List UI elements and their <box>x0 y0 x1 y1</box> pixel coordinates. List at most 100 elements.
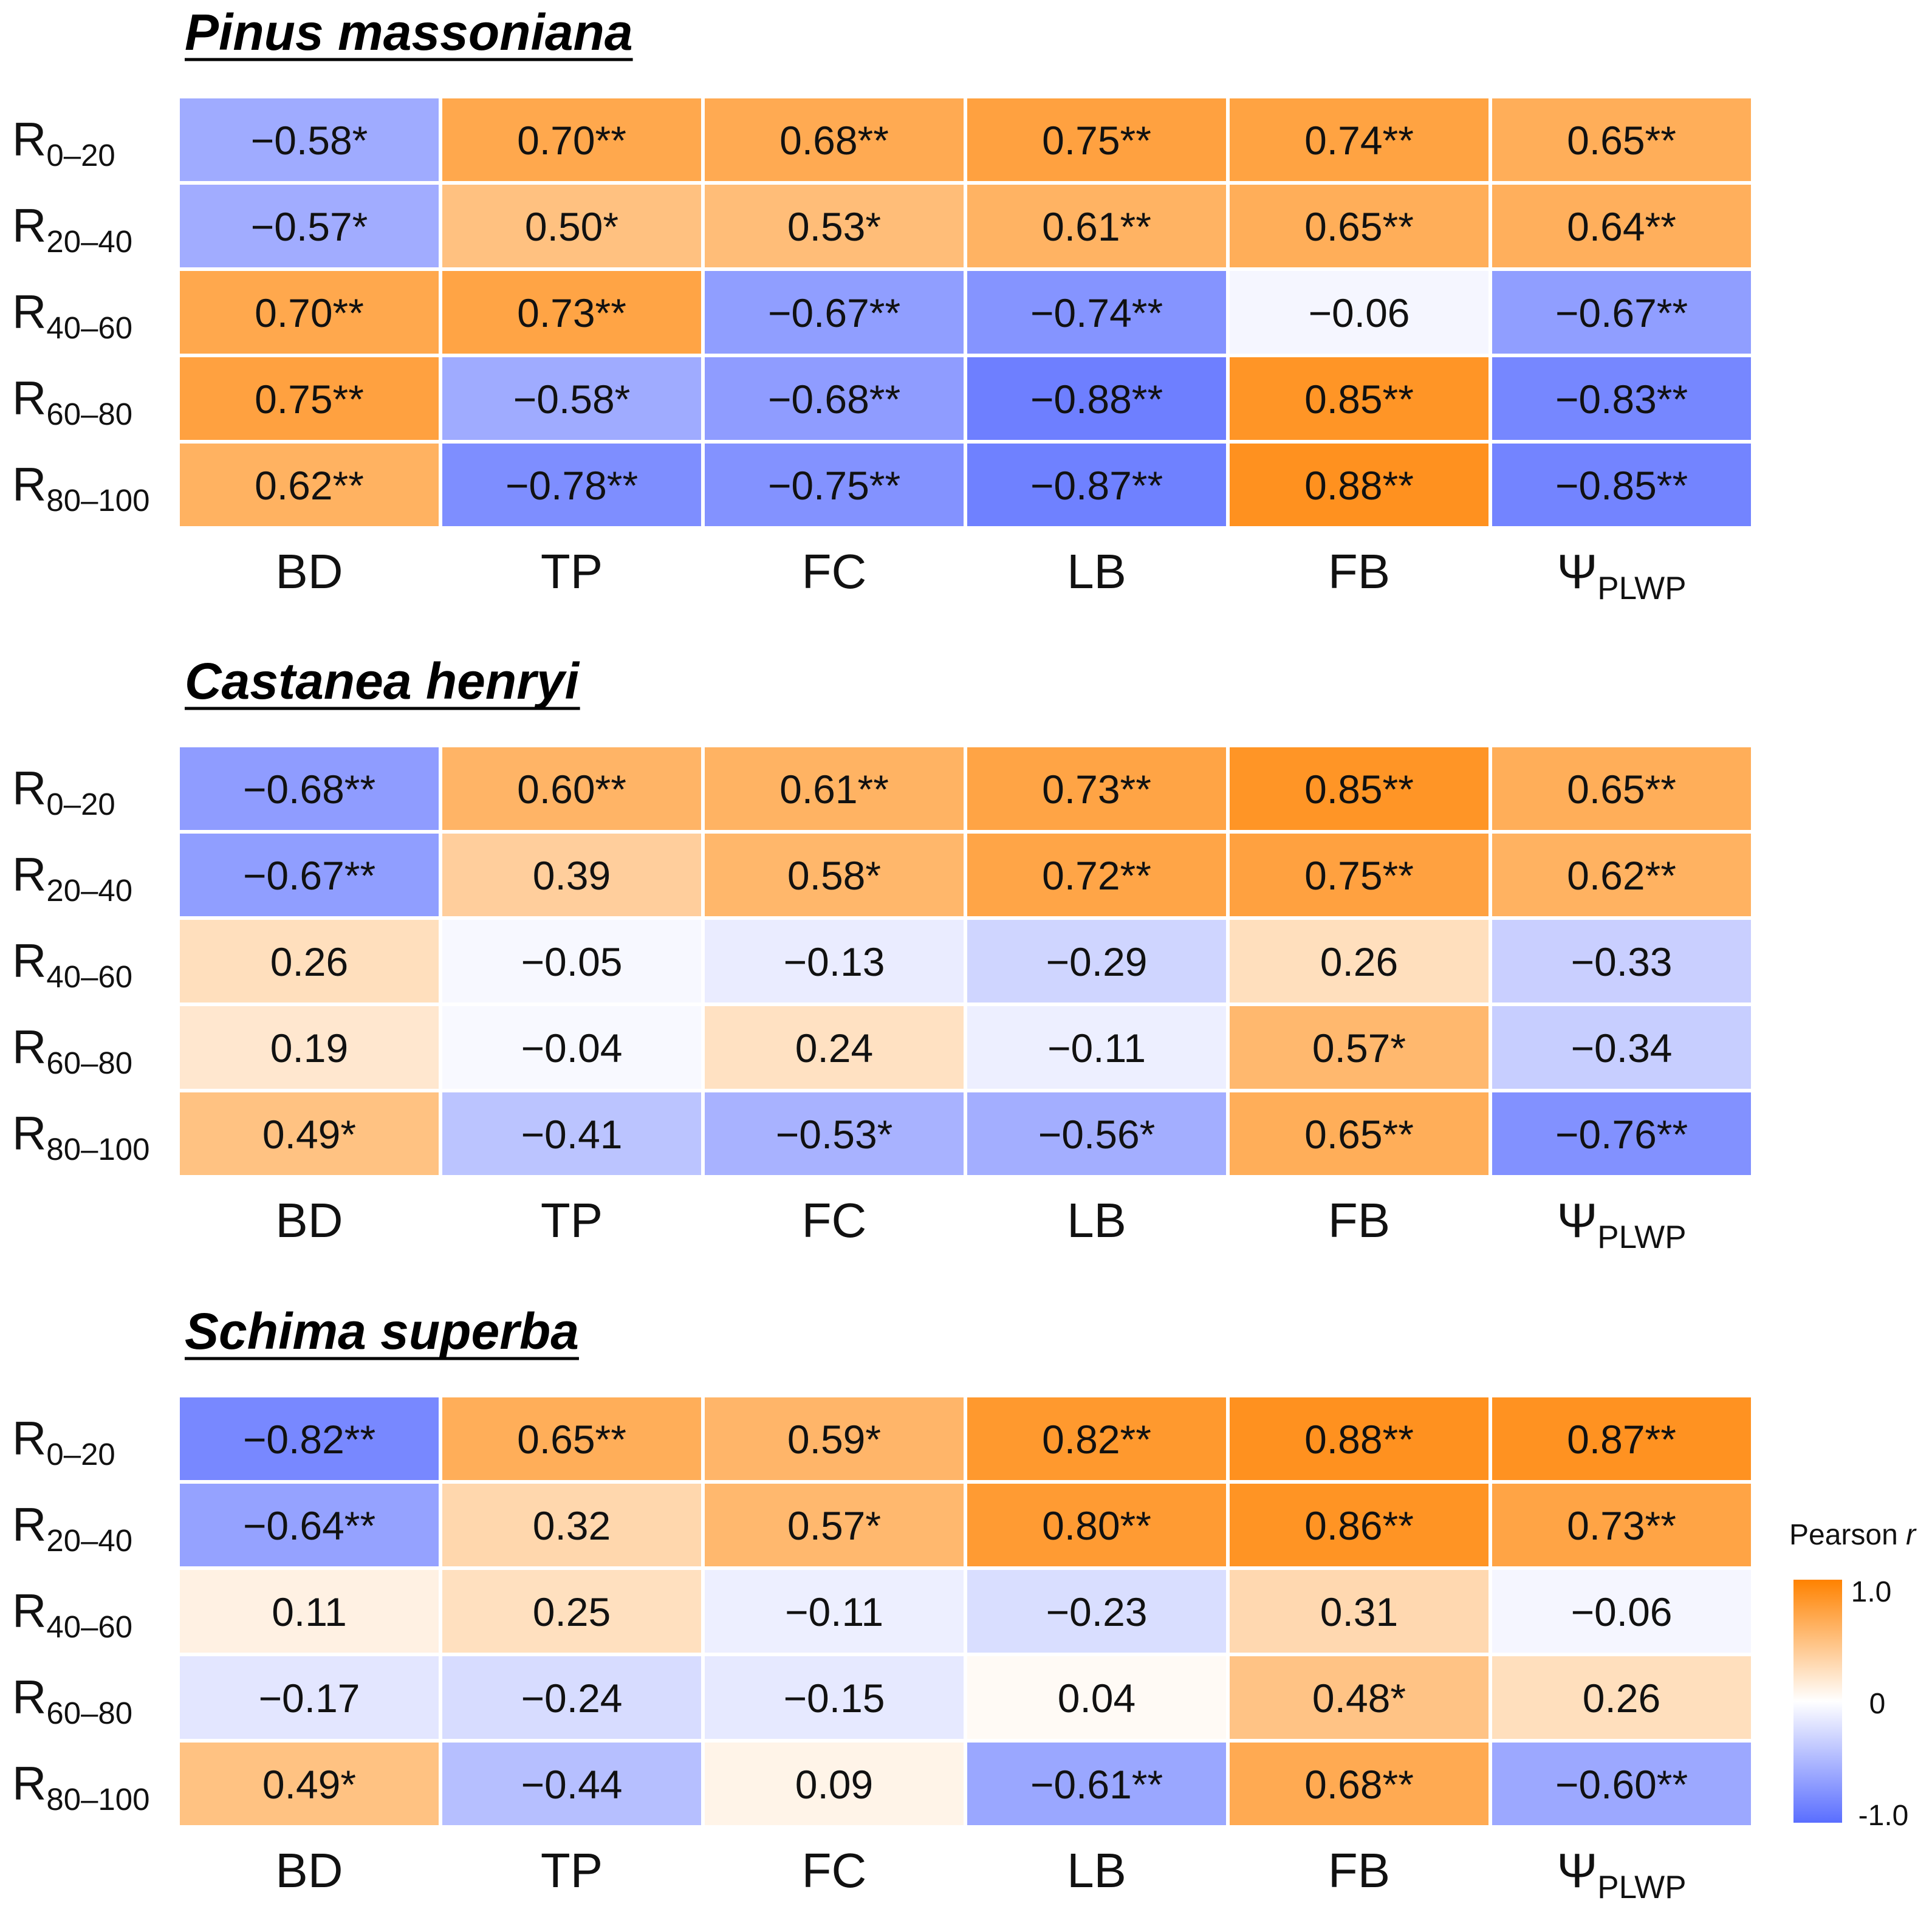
heatmap-cell <box>1492 834 1751 916</box>
heatmap-cell <box>967 747 1226 830</box>
column-label: FB <box>1328 544 1390 598</box>
heatmap-cell <box>1230 1397 1488 1480</box>
cell-value-label: −0.11 <box>785 1589 883 1634</box>
cell-value-label: 0.75** <box>255 377 364 422</box>
cell-value-label: 0.72** <box>1042 853 1151 898</box>
row-label: R60–80 <box>12 371 132 431</box>
heatmap-cell <box>442 185 701 267</box>
cell-value-label: −0.17 <box>259 1676 360 1721</box>
heatmap-cell <box>180 1397 439 1480</box>
heatmap-cell <box>180 271 439 354</box>
heatmap-cell <box>442 1484 701 1566</box>
cell-value-label: 0.57* <box>1312 1026 1406 1071</box>
cell-value-label: −0.58* <box>513 377 631 422</box>
heatmap-cell <box>705 1570 964 1653</box>
heatmap-cell <box>1230 1656 1488 1739</box>
legend-min-label: -1.0 <box>1858 1800 1909 1832</box>
column-label: FC <box>802 1193 867 1247</box>
heatmap-cell <box>442 1570 701 1653</box>
cell-value-label: −0.06 <box>1571 1589 1673 1634</box>
heatmap-cell <box>705 1006 964 1089</box>
cell-value-label: −0.87** <box>1030 463 1163 508</box>
cell-value-label: −0.75** <box>768 463 900 508</box>
cell-value-label: 0.62** <box>1567 853 1676 898</box>
cell-value-label: −0.74** <box>1030 290 1163 335</box>
cell-value-label: −0.05 <box>521 939 623 984</box>
heatmap-panels: Pinus massoniana −0.58* 0.70** 0.68** 0.75**… <box>12 4 1751 1905</box>
heatmap-cell <box>967 444 1226 526</box>
heatmap-cell <box>1230 271 1488 354</box>
column-label: LB <box>1067 1843 1126 1897</box>
heatmap-cell <box>442 834 701 916</box>
heatmap-cell <box>1492 98 1751 181</box>
cell-value-label: 0.80** <box>1042 1503 1151 1548</box>
heatmap-grid-background <box>180 98 1751 526</box>
heatmap-panel-2: Castanea henryi −0.68** 0.60** 0.61** 0.73**… <box>12 653 1751 1255</box>
column-label: FC <box>802 544 867 598</box>
cell-value-label: 0.58* <box>787 853 881 898</box>
cell-value-label: 0.26 <box>1320 939 1398 984</box>
heatmap-cell <box>967 1656 1226 1739</box>
cell-value-label: 0.70** <box>517 118 626 163</box>
heatmap-cell <box>705 1092 964 1175</box>
column-label: LB <box>1067 544 1126 598</box>
heatmap-cell <box>1492 357 1751 440</box>
color-legend: Pearson r 1.0 0 -1.0 <box>1789 1519 1917 1832</box>
heatmap-cell <box>1230 444 1488 526</box>
cell-value-label: 0.73** <box>1567 1503 1676 1548</box>
cell-value-label: −0.83** <box>1555 377 1688 422</box>
heatmap-cell <box>967 834 1226 916</box>
cell-value-label: −0.41 <box>521 1112 623 1157</box>
heatmap-cell <box>1492 185 1751 267</box>
heatmap-cell <box>180 98 439 181</box>
cell-value-label: 0.68** <box>779 118 889 163</box>
heatmap-cell <box>967 357 1226 440</box>
heatmap-cell <box>1230 98 1488 181</box>
cell-value-label: −0.78** <box>505 463 638 508</box>
heatmap-cell <box>967 1484 1226 1566</box>
cell-value-label: −0.04 <box>521 1026 623 1071</box>
heatmap-cell <box>180 185 439 267</box>
column-label: ΨPLWP <box>1557 1193 1686 1255</box>
column-label: FB <box>1328 1843 1390 1897</box>
heatmap-cell <box>705 1656 964 1739</box>
heatmap-cell <box>1492 1092 1751 1175</box>
heatmap-cell <box>967 1006 1226 1089</box>
heatmap-cell <box>1492 1743 1751 1825</box>
heatmap-panel-3: Schima superba −0.82** 0.65** 0.59* 0.82** 0.… <box>12 1303 1751 1905</box>
cell-value-label: −0.53* <box>776 1112 893 1157</box>
row-label: R40–60 <box>12 1584 132 1644</box>
heatmap-cell <box>967 1092 1226 1175</box>
cell-value-label: 0.68** <box>1304 1762 1414 1807</box>
heatmap-cell <box>442 357 701 440</box>
heatmap-cell <box>1230 185 1488 267</box>
cell-value-label: 0.26 <box>270 939 348 984</box>
cell-value-label: 0.82** <box>1042 1417 1151 1462</box>
heatmap-cell <box>705 920 964 1002</box>
cell-value-label: 0.65** <box>517 1417 626 1462</box>
heatmap-grid-background <box>180 1397 1751 1825</box>
cell-value-label: 0.61** <box>779 767 889 812</box>
cell-value-label: 0.19 <box>270 1026 348 1071</box>
heatmap-cell <box>180 1743 439 1825</box>
cell-value-label: −0.68** <box>243 767 375 812</box>
cell-value-label: 0.88** <box>1304 463 1414 508</box>
heatmap-cell <box>442 920 701 1002</box>
cell-value-label: −0.64** <box>243 1503 375 1548</box>
cell-value-label: −0.33 <box>1571 939 1673 984</box>
cell-value-label: −0.67** <box>768 290 900 335</box>
cell-value-label: −0.57* <box>251 204 368 249</box>
column-label: FB <box>1328 1193 1390 1247</box>
cell-value-label: 0.59* <box>787 1417 881 1462</box>
cell-value-label: 0.24 <box>795 1026 873 1071</box>
heatmap-cell <box>1230 1484 1488 1566</box>
cell-value-label: 0.50* <box>525 204 618 249</box>
row-label: R20–40 <box>12 848 132 908</box>
column-label: ΨPLWP <box>1557 544 1686 606</box>
heatmap-cell <box>967 271 1226 354</box>
cell-value-label: −0.85** <box>1555 463 1688 508</box>
cell-value-label: −0.60** <box>1555 1762 1688 1807</box>
panel-title: Castanea henryi <box>185 653 580 710</box>
cell-value-label: 0.65** <box>1567 767 1676 812</box>
heatmap-cell <box>1230 920 1488 1002</box>
